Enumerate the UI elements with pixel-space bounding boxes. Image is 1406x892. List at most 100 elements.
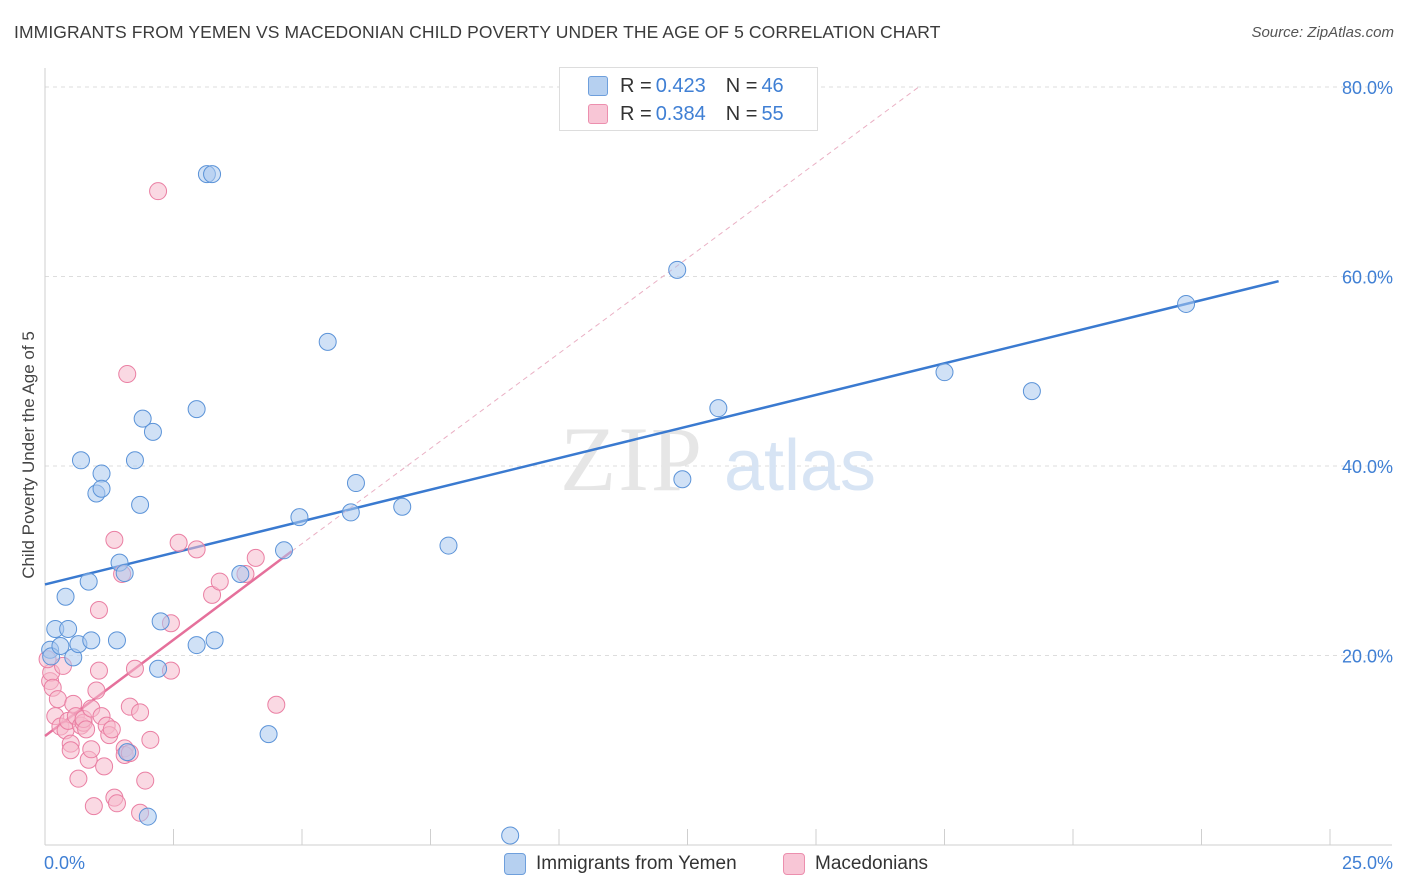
- data-point-blue: [187, 636, 206, 655]
- data-point-pink: [203, 585, 222, 604]
- data-point-pink: [246, 548, 265, 567]
- watermark-zip: ZIP: [560, 408, 704, 510]
- data-point-pink: [89, 601, 108, 620]
- bottom-legend-macedonians: Macedonians: [783, 851, 928, 877]
- data-point-blue: [59, 619, 78, 638]
- trend-line-blue: [44, 279, 1279, 586]
- data-point-pink: [169, 533, 188, 552]
- legend-row-yemen: R = 0.423 N = 46: [620, 74, 784, 98]
- data-point-pink: [105, 530, 124, 549]
- tick-label-layer: 20.0% 40.0% 60.0% 80.0% 0.0% 25.0%: [44, 78, 1393, 873]
- data-point-blue: [709, 399, 728, 418]
- data-point-blue: [203, 165, 222, 184]
- data-point-blue: [118, 743, 137, 762]
- data-point-blue: [318, 332, 337, 351]
- x-tick-label: 0.0%: [44, 853, 85, 873]
- bottom-legend-label-macedonians: Macedonians: [815, 853, 929, 874]
- data-point-pink: [89, 661, 108, 680]
- legend-swatch-macedonians: [588, 104, 608, 124]
- correlation-legend: R = 0.423 N = 46 R = 0.384 N = 55: [559, 67, 818, 131]
- watermark: ZIP atlas: [560, 408, 876, 510]
- data-point-pink: [136, 771, 155, 790]
- data-point-pink: [131, 703, 150, 722]
- data-point-pink: [95, 757, 114, 776]
- legend-n-label: N =: [725, 74, 758, 97]
- data-point-pink: [102, 720, 121, 739]
- data-point-blue: [935, 363, 954, 382]
- y-tick-label: 80.0%: [1342, 78, 1393, 98]
- data-point-blue: [131, 495, 150, 514]
- data-point-blue: [231, 564, 250, 583]
- data-point-blue: [51, 637, 70, 656]
- data-point-blue: [1177, 294, 1196, 313]
- data-point-blue: [673, 470, 692, 489]
- legend-r-value: 0.423: [655, 74, 706, 97]
- legend-r-label: R =: [620, 74, 652, 97]
- data-point-blue: [82, 631, 101, 650]
- data-point-blue: [133, 409, 152, 428]
- data-point-blue: [1022, 382, 1041, 401]
- bottom-swatch-macedonians: [783, 853, 805, 875]
- legend-r-value: 0.384: [655, 102, 706, 125]
- data-point-blue: [92, 479, 111, 498]
- source-label: Source: ZipAtlas.com: [1251, 24, 1394, 41]
- data-point-pink: [69, 769, 88, 788]
- bottom-legend-yemen: Immigrants from Yemen: [504, 851, 737, 877]
- data-point-blue: [668, 260, 687, 279]
- data-point-pink: [61, 741, 80, 760]
- y-axis-label: Child Poverty Under the Age of 5: [19, 331, 38, 579]
- data-point-blue: [149, 659, 168, 678]
- legend-n-label: N =: [725, 102, 758, 125]
- data-point-pink: [84, 797, 103, 816]
- legend-swatch-yemen: [588, 76, 608, 96]
- data-point-blue: [143, 422, 162, 441]
- points-layer: [38, 165, 1196, 845]
- data-point-blue: [275, 541, 294, 560]
- data-point-blue: [92, 464, 111, 483]
- axis-layer: [44, 68, 1392, 846]
- data-point-pink: [149, 182, 168, 201]
- y-tick-label: 40.0%: [1342, 457, 1393, 477]
- data-point-pink: [82, 740, 101, 759]
- data-point-pink: [141, 730, 160, 749]
- data-point-blue: [187, 400, 206, 419]
- data-point-pink: [77, 720, 96, 739]
- watermark-atlas: atlas: [724, 426, 876, 506]
- data-point-blue: [56, 587, 75, 606]
- y-tick-label: 20.0%: [1342, 646, 1393, 666]
- data-point-pink: [187, 540, 206, 559]
- grid-layer: [45, 86, 1392, 656]
- data-point-blue: [346, 474, 365, 493]
- data-point-blue: [79, 572, 98, 591]
- legend-n-value: 55: [761, 102, 784, 125]
- data-point-blue: [393, 497, 412, 516]
- bottom-swatch-yemen: [504, 853, 526, 875]
- bottom-legend-label-yemen: Immigrants from Yemen: [536, 853, 737, 874]
- data-point-blue: [501, 826, 520, 845]
- trend-extension-pink: [291, 86, 920, 552]
- data-point-blue: [439, 536, 458, 555]
- legend-r-label: R =: [620, 102, 652, 125]
- data-point-blue: [115, 564, 134, 583]
- data-point-pink: [267, 695, 286, 714]
- y-tick-label: 60.0%: [1342, 267, 1393, 287]
- x-tick-label: 25.0%: [1342, 853, 1393, 873]
- data-point-pink: [87, 681, 106, 700]
- data-point-blue: [259, 725, 278, 744]
- data-point-pink: [210, 572, 229, 591]
- data-point-pink: [48, 690, 67, 709]
- data-point-blue: [125, 451, 144, 470]
- data-point-blue: [151, 612, 170, 631]
- data-point-blue: [71, 451, 90, 470]
- data-point-blue: [290, 508, 309, 527]
- chart-title: IMMIGRANTS FROM YEMEN VS MACEDONIAN CHIL…: [14, 22, 941, 42]
- data-point-pink: [118, 365, 137, 384]
- data-point-pink: [107, 794, 126, 813]
- data-point-blue: [107, 631, 126, 650]
- data-point-blue: [341, 503, 360, 522]
- data-point-blue: [138, 807, 157, 826]
- data-point-pink: [125, 659, 144, 678]
- data-point-blue: [205, 631, 224, 650]
- legend-row-macedonians: R = 0.384 N = 55: [620, 102, 784, 126]
